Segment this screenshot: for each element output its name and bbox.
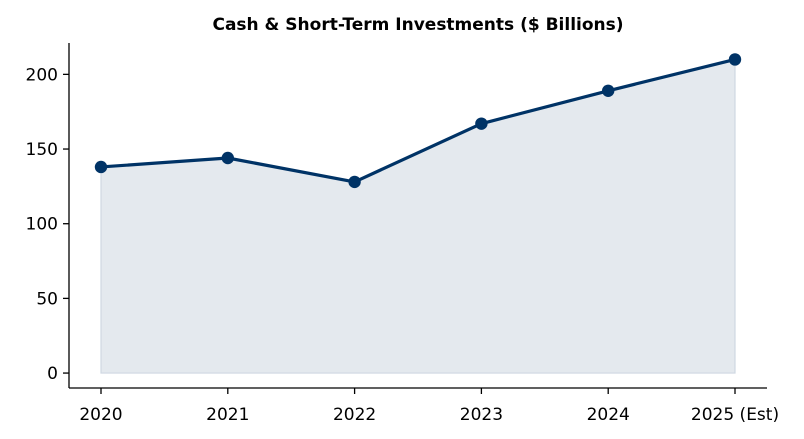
plot-area (94, 53, 742, 374)
x-tick-label: 2022 (333, 405, 376, 425)
y-tick-label: 200 (26, 65, 58, 85)
data-point-2024 (602, 84, 615, 97)
x-tick-label: 2020 (79, 405, 122, 425)
x-axis-ticks: 2020 2021 2022 2023 2024 2025 (Est) (79, 388, 779, 425)
y-axis-ticks: 0 50 100 150 200 (26, 65, 69, 384)
y-tick-label: 0 (47, 364, 58, 384)
x-tick-label: 2023 (460, 405, 503, 425)
y-tick-label: 50 (36, 289, 58, 309)
data-point-2022 (348, 175, 361, 189)
y-tick-label: 100 (26, 215, 58, 235)
x-tick-label: 2025 (Est) (691, 405, 779, 425)
x-tick-label: 2021 (206, 405, 249, 425)
data-point-2020 (94, 160, 108, 174)
data-point-2023 (475, 117, 488, 130)
y-tick-label: 150 (26, 140, 58, 160)
area-fill (100, 58, 736, 374)
data-point-2021 (221, 151, 234, 165)
chart-title: Cash & Short-Term Investments ($ Billion… (212, 15, 623, 35)
series-line (99, 57, 737, 184)
data-point-2025-est (728, 53, 742, 66)
series-markers (94, 53, 742, 189)
x-tick-label: 2024 (587, 405, 630, 425)
